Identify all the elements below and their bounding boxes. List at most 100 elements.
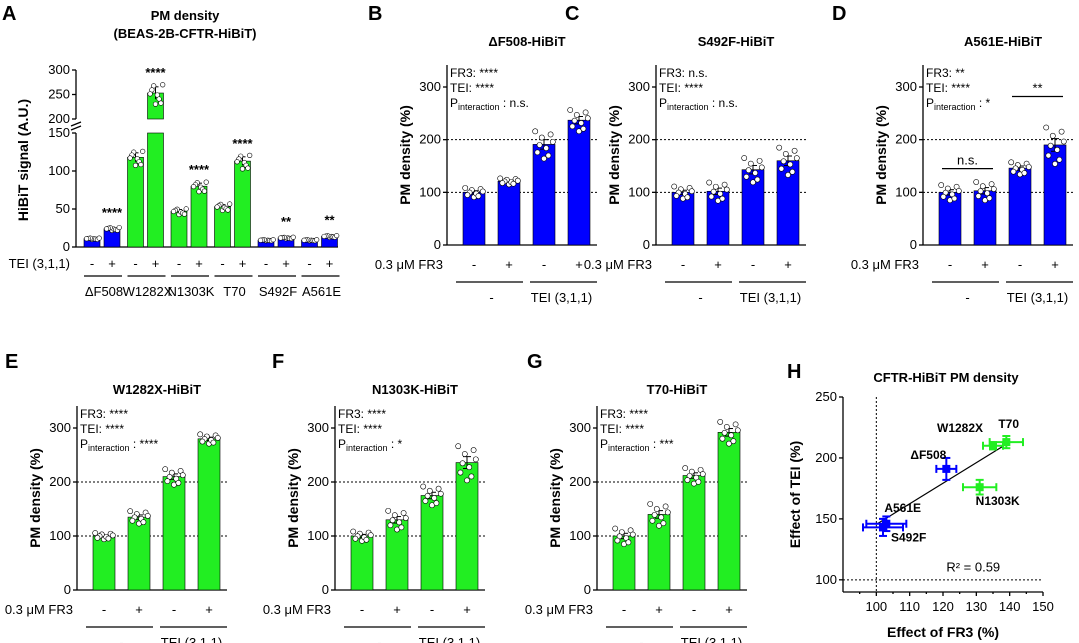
data-point [464,192,471,198]
point-label: S492F [891,530,926,544]
data-point [647,501,654,507]
data-point [986,195,993,202]
data-point [455,443,462,450]
fr3-row-label: 0.3 μM FR3 [851,257,919,272]
y-tick-label: 0 [910,237,917,252]
data-point [664,509,671,516]
y-tick-label: 300 [419,79,441,94]
data-point [1054,146,1061,153]
data-point [699,471,706,477]
bar [190,185,208,248]
data-point [1060,138,1067,145]
data-point [514,177,521,184]
data-point [105,535,112,542]
stat-fr3: FR3: n.s. [659,66,708,80]
data-point [140,148,146,154]
data-point [758,164,765,171]
data-point [688,188,695,195]
fr3-sign: - [692,602,696,617]
data-point [203,179,209,185]
x-tick-label: 150 [1032,599,1054,614]
y-tick-label: 100 [628,184,650,199]
data-point [96,235,102,241]
stat-interaction-p: P [338,437,346,451]
data-point [745,167,752,174]
data-point [673,192,680,199]
x-category-label: S492F [259,284,297,299]
data-point [973,179,980,185]
data-point [975,193,982,199]
data-point [402,515,409,521]
significance-label: **** [145,65,166,80]
data-point [470,447,477,453]
data-point [580,125,587,132]
data-point [83,236,90,242]
data-point [457,469,464,476]
treatment-sign: + [239,256,247,271]
fr3-sign: + [714,257,722,272]
data-point [545,152,552,159]
data-point [1058,128,1065,135]
fr3-sign: - [622,602,626,617]
y-tick-label: 0 [322,582,329,597]
group-label: - [698,290,702,305]
data-point [475,193,482,199]
data-point [695,478,702,485]
data-point [549,138,556,145]
data-point [158,100,164,106]
bracket-label: ** [1032,80,1042,95]
y-tick-label: 100 [49,528,71,543]
fr3-row-label: 0.3 μM FR3 [525,602,593,617]
data-point [510,180,517,187]
data-point [400,510,407,516]
fr3-row-label: 0.3 μM FR3 [375,257,443,272]
data-point [979,183,986,190]
y-tick-label: 300 [628,79,650,94]
data-point [127,155,133,161]
chart-subtitle: (BEAS-2B-CFTR-HiBiT) [114,26,257,41]
data-point [717,418,724,425]
treatment-sign: - [90,256,94,271]
y-axis-label: PM density (%) [873,105,889,205]
data-point [1049,132,1056,139]
data-point [197,431,204,438]
data-point [479,188,486,195]
data-point [990,186,997,192]
stat-tei: TEI: **** [450,81,494,95]
data-point [536,142,543,148]
data-point [543,145,550,152]
significance-label: ** [281,214,292,229]
data-point [730,438,737,445]
y-tick-label: 250 [815,389,837,404]
bar [420,495,444,591]
stat-fr3: FR3: ** [926,66,965,80]
data-point [938,182,945,188]
bar [462,192,486,246]
stat-interaction-p: P [80,437,88,451]
bar [350,535,374,591]
scatter-point [942,464,951,473]
data-point [109,532,116,539]
fr3-sign: - [472,257,476,272]
y-tick-label: 50 [56,201,70,216]
y-tick-label: 200 [419,132,441,147]
panel-label-a: A [2,3,16,25]
data-point [534,149,541,156]
data-point [1056,156,1063,163]
significance-label: ** [324,212,335,227]
stat-interaction-p: P [450,96,458,110]
stat-interaction: Pinteraction : *** [600,437,674,453]
data-point [723,186,730,193]
bar [147,132,164,248]
data-point [199,438,206,445]
data-point [94,534,101,541]
data-point [780,158,787,165]
y-tick-label: 100 [48,163,70,178]
data-point [245,165,251,171]
data-point [431,495,438,501]
data-point [656,522,662,529]
data-point [625,539,632,546]
y-tick-label: 200 [895,132,917,147]
data-point [147,91,153,97]
data-point [1010,168,1017,175]
